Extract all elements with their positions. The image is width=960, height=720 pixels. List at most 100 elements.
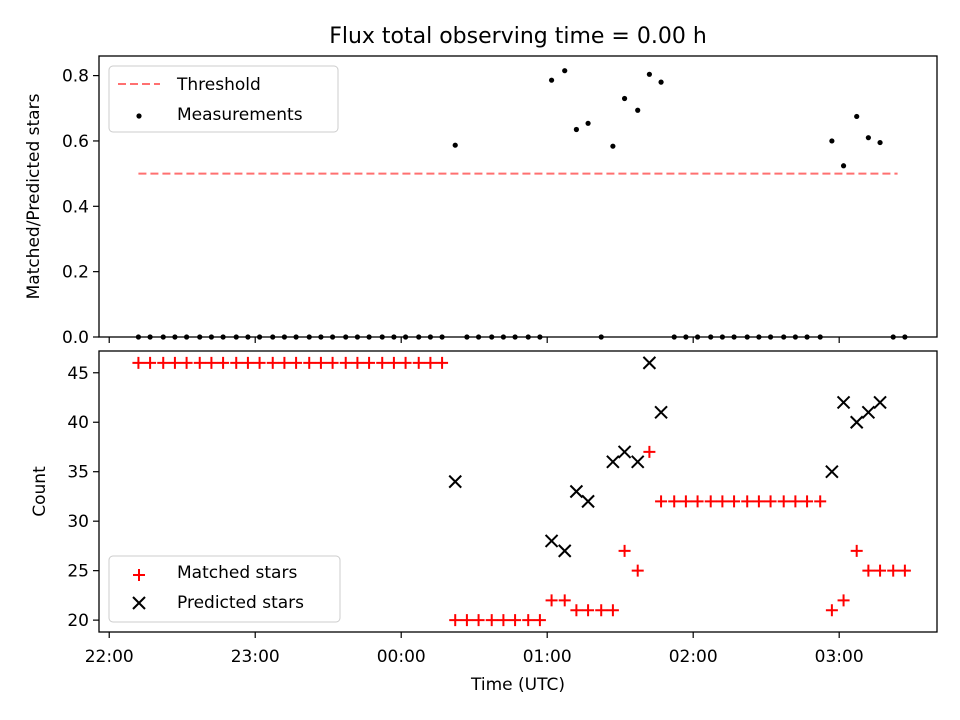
measurement-point xyxy=(829,138,835,144)
matched-star-point xyxy=(351,356,364,369)
matched-star-point xyxy=(789,495,802,508)
predicted-star-point xyxy=(617,445,632,459)
matched-star-point xyxy=(704,495,717,508)
bottom-y-tick-label: 35 xyxy=(67,463,89,483)
predicted-star-point xyxy=(836,395,851,410)
matched-star-point xyxy=(570,604,583,617)
bottom-x-axis: 22:00 23:00 00:00 01:00 02:00 03:00 xyxy=(85,632,864,667)
measurement-point xyxy=(635,107,641,113)
top-y-tick-label: 0.8 xyxy=(62,67,89,87)
matched-star-point xyxy=(545,594,558,607)
bottom-y-tick-label: 40 xyxy=(67,413,89,433)
matched-stars-legend-label: Matched stars xyxy=(177,563,297,583)
matched-star-point xyxy=(472,614,485,627)
predicted-star-point xyxy=(606,455,620,469)
matched-star-point xyxy=(814,495,827,508)
top-y-tick-label: 0.4 xyxy=(62,197,89,217)
measurement-point xyxy=(562,68,568,74)
matched-star-point xyxy=(266,356,279,369)
matched-star-point xyxy=(898,564,911,577)
matched-star-point xyxy=(837,594,850,607)
measurement-point xyxy=(840,163,847,169)
matched-star-point xyxy=(643,445,656,458)
matched-star-point xyxy=(399,356,412,369)
predicted-star-point xyxy=(873,395,887,410)
matched-star-point xyxy=(887,564,900,577)
matched-star-point xyxy=(157,356,170,369)
measurements-legend-swatch xyxy=(136,113,142,119)
bottom-y-axis: 20 25 30 35 40 45 xyxy=(67,364,99,631)
matched-star-point xyxy=(230,356,243,369)
matched-star-point xyxy=(691,495,704,508)
matched-star-point xyxy=(193,356,206,369)
matched-star-point xyxy=(522,614,535,627)
bottom-y-axis-label: Count xyxy=(30,466,50,517)
predicted-star-point xyxy=(631,455,645,469)
measurement-point xyxy=(573,126,579,133)
bottom-legend: Matched stars Predicted stars xyxy=(108,555,341,623)
bottom-x-tick-label: 02:00 xyxy=(669,647,718,667)
matched-star-point xyxy=(533,614,546,627)
matched-star-point xyxy=(412,356,425,369)
matched-star-point xyxy=(862,564,875,577)
measurements-legend-label: Measurements xyxy=(177,105,303,125)
measurement-point xyxy=(585,120,591,126)
matched-star-point xyxy=(558,594,571,607)
matched-star-point xyxy=(168,356,181,369)
matched-star-point xyxy=(485,614,498,627)
bottom-x-tick-label: 01:00 xyxy=(523,647,572,667)
matched-star-point xyxy=(497,614,510,627)
matched-star-point xyxy=(241,356,254,369)
matched-star-point xyxy=(205,356,218,369)
matched-star-point xyxy=(631,564,644,577)
top-x-axis xyxy=(108,337,840,343)
matched-star-point xyxy=(582,604,595,617)
matched-star-point xyxy=(618,544,631,557)
matched-star-point xyxy=(217,356,230,369)
top-axes-frame xyxy=(98,55,938,338)
matched-star-point xyxy=(777,495,790,508)
predicted-star-point xyxy=(642,356,657,370)
bottom-y-tick-label: 30 xyxy=(67,512,89,532)
matched-star-point xyxy=(728,495,741,508)
measurement-point xyxy=(646,71,652,77)
matched-star-point xyxy=(752,495,765,508)
predicted-stars-legend-swatch xyxy=(132,596,146,610)
matched-star-point xyxy=(874,564,887,577)
bottom-y-tick-label: 45 xyxy=(67,364,89,384)
matched-star-point xyxy=(339,356,352,369)
threshold-legend-label: Threshold xyxy=(176,75,261,95)
matched-star-point xyxy=(801,495,814,508)
predicted-star-point xyxy=(448,474,462,489)
predicted-star-point xyxy=(849,415,864,429)
top-y-tick-label: 0.6 xyxy=(62,132,89,152)
matched-star-point xyxy=(376,356,389,369)
matched-star-point xyxy=(595,604,608,617)
predicted-star-point xyxy=(558,544,572,558)
matched-star-point xyxy=(436,356,449,369)
bottom-plot-area xyxy=(132,356,911,627)
matched-star-point xyxy=(668,495,681,508)
predicted-star-point xyxy=(861,405,876,420)
measurement-point xyxy=(610,143,616,149)
measurement-point xyxy=(854,113,860,120)
bottom-y-tick-label: 20 xyxy=(67,611,89,631)
matched-star-point xyxy=(132,356,145,369)
top-y-tick-label: 0.0 xyxy=(62,328,89,348)
matched-star-point xyxy=(363,356,376,369)
matched-star-point xyxy=(290,356,303,369)
matched-star-point xyxy=(460,614,473,627)
bottom-x-tick-label: 22:00 xyxy=(85,647,134,667)
predicted-star-point xyxy=(569,484,584,499)
matched-star-point xyxy=(303,356,316,369)
matched-star-point xyxy=(655,495,668,508)
bottom-x-tick-label: 03:00 xyxy=(815,647,864,667)
measurement-point xyxy=(452,142,458,148)
matched-star-point xyxy=(180,356,193,369)
matched-star-point xyxy=(326,356,339,369)
top-legend-box xyxy=(108,65,339,133)
measurement-point xyxy=(658,79,664,85)
matched-star-point xyxy=(716,495,729,508)
bottom-x-tick-label: 00:00 xyxy=(377,647,426,667)
